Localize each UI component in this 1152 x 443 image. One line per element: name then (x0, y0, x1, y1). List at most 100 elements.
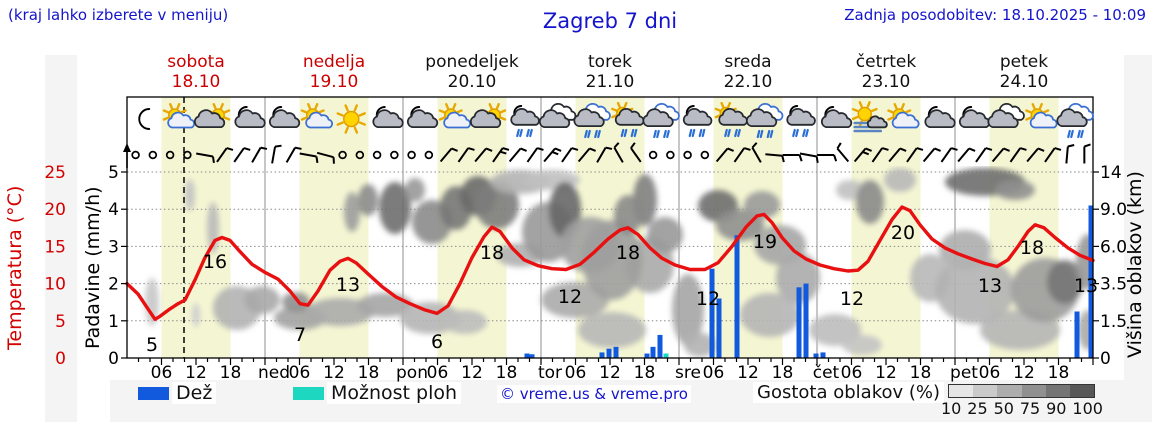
svg-text:18: 18 (910, 363, 932, 383)
copyright-link[interactable]: © vreme.us & vreme.pro (497, 385, 691, 403)
cloud-density-scale-value: 25 (967, 399, 988, 418)
weather-icon-moon-cloud (924, 106, 956, 128)
cloud-height-axis-title: Višina oblakov (km) (1124, 171, 1146, 359)
day-header-nedelja: nedelja 19.10 (265, 52, 403, 96)
svg-text:19: 19 (753, 231, 777, 253)
svg-text:12: 12 (1013, 363, 1035, 383)
svg-text:18: 18 (496, 363, 518, 383)
svg-text:13: 13 (1074, 275, 1098, 297)
svg-text:20: 20 (44, 200, 66, 220)
precip-axis-ticks: 5 4 3 2 1 0 (108, 163, 127, 369)
x-axis: 06 12 18 06 12 18 06 12 18 06 12 18 06 12 18 06 12 18 06 12… (137, 358, 1094, 383)
wind-barbs (131, 142, 1091, 164)
cloud-density-step (973, 385, 998, 397)
svg-text:18: 18 (358, 363, 380, 383)
svg-text:12: 12 (461, 363, 483, 383)
day-name: torek (588, 52, 632, 72)
precip-axis-title: Padavine (mm/h) (82, 186, 104, 350)
day-date: 20.10 (447, 72, 497, 92)
svg-text:13: 13 (978, 275, 1002, 297)
svg-text:06: 06 (151, 363, 173, 383)
day-date: 21.10 (585, 72, 635, 92)
weather-icon-sun (336, 104, 366, 134)
last-update-text: Zadnja posodobitev: 18.10.2025 - 10:09 (844, 6, 1146, 24)
svg-text:5: 5 (146, 334, 158, 356)
day-date: 24.10 (999, 72, 1049, 92)
svg-text:06: 06 (841, 363, 863, 383)
svg-text:18: 18 (616, 242, 640, 264)
svg-text:06: 06 (703, 363, 725, 383)
cloud-density-step (1045, 385, 1070, 397)
weather-icon-moon-cloud-rain (682, 105, 713, 138)
weather-icon-moon-cloud (406, 106, 439, 128)
cloud-axis-ticks: 14 9.0 6.0 3.5 1.5 0 (1093, 163, 1127, 369)
svg-text:12: 12 (875, 363, 897, 383)
svg-text:3.5: 3.5 (1100, 275, 1127, 295)
svg-text:1: 1 (108, 312, 119, 332)
rain-legend-swatch (138, 387, 169, 400)
weather-icon-clouds (538, 103, 577, 128)
svg-text:15: 15 (44, 237, 66, 257)
cloud-density-scale-value: 100 (1072, 399, 1103, 418)
day-date: 18.10 (171, 72, 221, 92)
day-name: petek (999, 52, 1049, 72)
weather-icon-cloud-rain (642, 103, 680, 139)
shower-legend-swatch (293, 387, 324, 400)
temp-labels: 5 16 7 13 6 18 12 18 12 19 12 20 13 18 13 (146, 222, 1098, 356)
weather-icon-cloud-rain (745, 103, 784, 139)
weather-icon-sun-cloud (438, 102, 472, 129)
day-name: nedelja (302, 52, 366, 72)
right-gray-strip (1124, 55, 1152, 422)
page-title: Zagreb 7 dni (542, 9, 678, 33)
svg-text:06: 06 (565, 363, 587, 383)
svg-text:14: 14 (1100, 163, 1122, 183)
temp-curve (125, 205, 1095, 321)
svg-text:18: 18 (772, 363, 794, 383)
day-header-četrtek: četrtek 23.10 (817, 52, 955, 96)
day-name: sreda (724, 52, 772, 72)
cloud-density-step (997, 385, 1022, 397)
day-header-ponedeljek: ponedeljek 20.10 (403, 52, 541, 96)
day-header-torek: torek 21.10 (541, 52, 679, 96)
svg-text:18: 18 (220, 363, 242, 383)
svg-text:06: 06 (979, 363, 1001, 383)
svg-text:čet: čet (813, 363, 840, 383)
cloud-density-scale-numbers: 10 25 50 75 90 100 (941, 399, 1103, 418)
weather-icon-sun-cloud (887, 102, 920, 129)
weather-icon-moon-cloud-rain (510, 105, 540, 138)
svg-text:4: 4 (108, 200, 119, 220)
cloud-density-scale-value: 90 (1046, 399, 1067, 418)
weather-icon-clouds (987, 103, 1025, 128)
weather-icon-moon-cloud (268, 106, 301, 128)
weather-icon-moon-cloud (958, 106, 991, 128)
cloud-density-scale (948, 384, 1095, 398)
svg-text:12: 12 (558, 286, 582, 308)
svg-text:5: 5 (108, 163, 119, 183)
svg-text:7: 7 (294, 324, 306, 346)
weather-icon-moon-cloud (234, 106, 266, 128)
svg-text:0: 0 (108, 349, 119, 369)
day-name: četrtek (855, 52, 917, 72)
weather-icon-moon (138, 108, 151, 130)
day-header-sreda: sreda 22.10 (679, 52, 817, 96)
rain-legend-label: Dež (172, 382, 217, 404)
weather-icon-sun-cloud (1025, 102, 1058, 129)
day-header-sobota: sobota 18.10 (127, 52, 265, 96)
svg-text:06: 06 (289, 363, 311, 383)
weather-icon-moon-cloud-rain (786, 105, 816, 138)
day-date: 22.10 (723, 72, 773, 92)
weather-icon-sun-cloud (162, 102, 196, 129)
svg-text:18: 18 (634, 363, 656, 383)
svg-text:18: 18 (1020, 237, 1044, 259)
cloud-density-legend-label: Gostota oblakov (%) (753, 382, 945, 403)
weather-icon-sun-cloud (300, 102, 334, 129)
svg-text:12: 12 (737, 363, 759, 383)
weather-icon-cloud-sun (469, 102, 507, 128)
svg-text:18: 18 (480, 242, 504, 264)
cloud-density-scale-value: 50 (993, 399, 1014, 418)
weather-icon-moon-cloud (820, 106, 853, 128)
weather-icon-moon-cloud (372, 106, 404, 128)
day-header-row: sobota 18.10 nedelja 19.10 ponedeljek 20.10 to… (127, 52, 1093, 96)
svg-text:06: 06 (427, 363, 449, 383)
